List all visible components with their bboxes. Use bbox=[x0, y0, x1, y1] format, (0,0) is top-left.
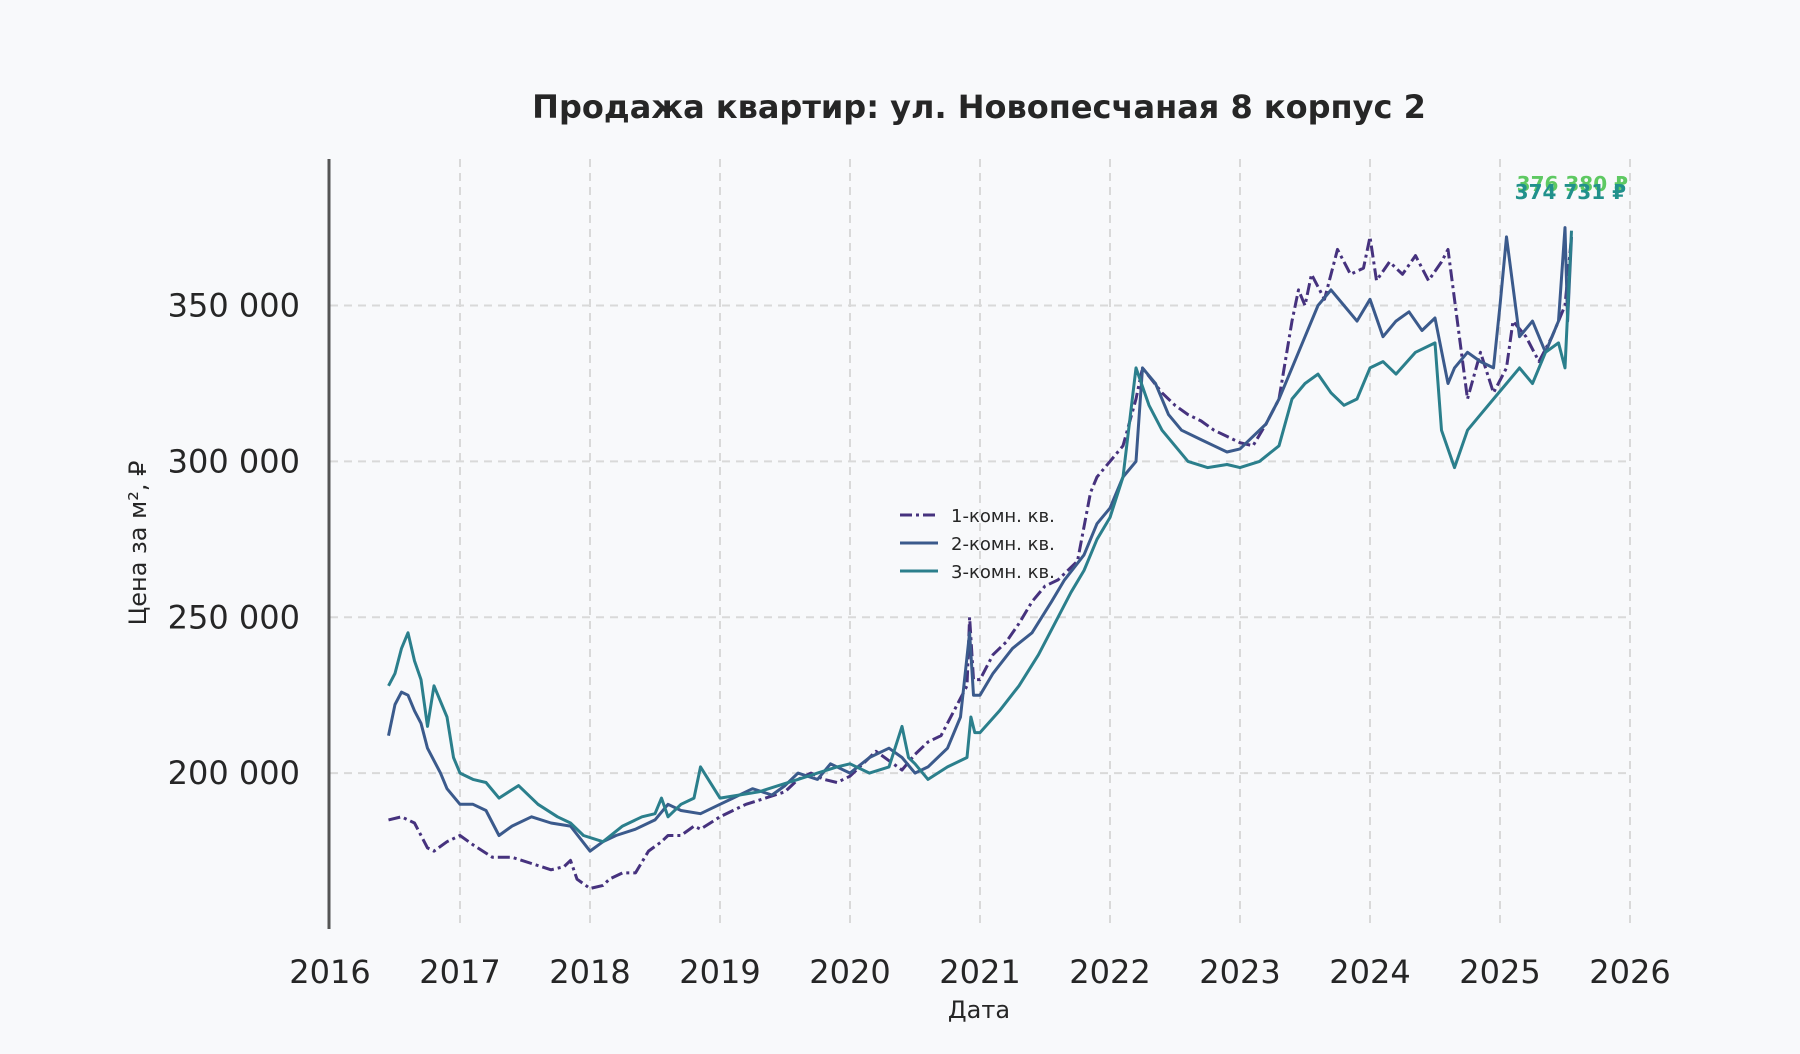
legend: 1-комн. кв. 2-комн. кв. 3-комн. кв. bbox=[900, 506, 1055, 583]
x-tick-label: 2021 bbox=[939, 953, 1020, 991]
series-line-3 bbox=[387, 230, 1573, 844]
y-tick-label: 300 000 bbox=[168, 442, 300, 480]
grid bbox=[330, 159, 1631, 929]
chart-title: Продажа квартир: ул. Новопесчаная 8 корп… bbox=[532, 88, 1426, 126]
x-axis-label: Дата bbox=[948, 996, 1010, 1024]
x-tick-label: 2024 bbox=[1329, 953, 1410, 991]
series-group bbox=[387, 226, 1573, 890]
last-value-annotations: 376 380 ₽ 374 731 ₽ bbox=[1515, 172, 1628, 204]
y-tick-label: 350 000 bbox=[168, 287, 300, 325]
x-tick-label: 2018 bbox=[549, 953, 630, 991]
legend-label-1: 1-комн. кв. bbox=[951, 506, 1055, 527]
annotation-1k: 376 380 ₽ bbox=[1517, 172, 1628, 196]
x-tick-label: 2017 bbox=[419, 953, 500, 991]
y-axis-label: Цена за м², ₽ bbox=[124, 461, 152, 626]
annotation-3k: 374 731 ₽ bbox=[1515, 180, 1626, 204]
series-line-1 bbox=[388, 235, 1573, 890]
x-tick-label: 2020 bbox=[809, 953, 890, 991]
x-tick-label: 2019 bbox=[679, 953, 760, 991]
y-tick-label: 200 000 bbox=[168, 754, 300, 792]
x-tick-label: 2025 bbox=[1459, 953, 1540, 991]
x-tick-label: 2022 bbox=[1069, 953, 1150, 991]
y-tick-label: 250 000 bbox=[168, 598, 300, 636]
x-tick-label: 2016 bbox=[289, 953, 370, 991]
legend-label-2: 2-комн. кв. bbox=[951, 534, 1055, 555]
legend-label-3: 3-комн. кв. bbox=[951, 562, 1055, 583]
x-tick-label: 2026 bbox=[1589, 953, 1670, 991]
x-tick-label: 2023 bbox=[1199, 953, 1280, 991]
series-line-2 bbox=[387, 226, 1573, 853]
tick-labels: 2016 2017 2018 2019 2020 2021 2022 2023 2024 2025… bbox=[168, 287, 1671, 991]
